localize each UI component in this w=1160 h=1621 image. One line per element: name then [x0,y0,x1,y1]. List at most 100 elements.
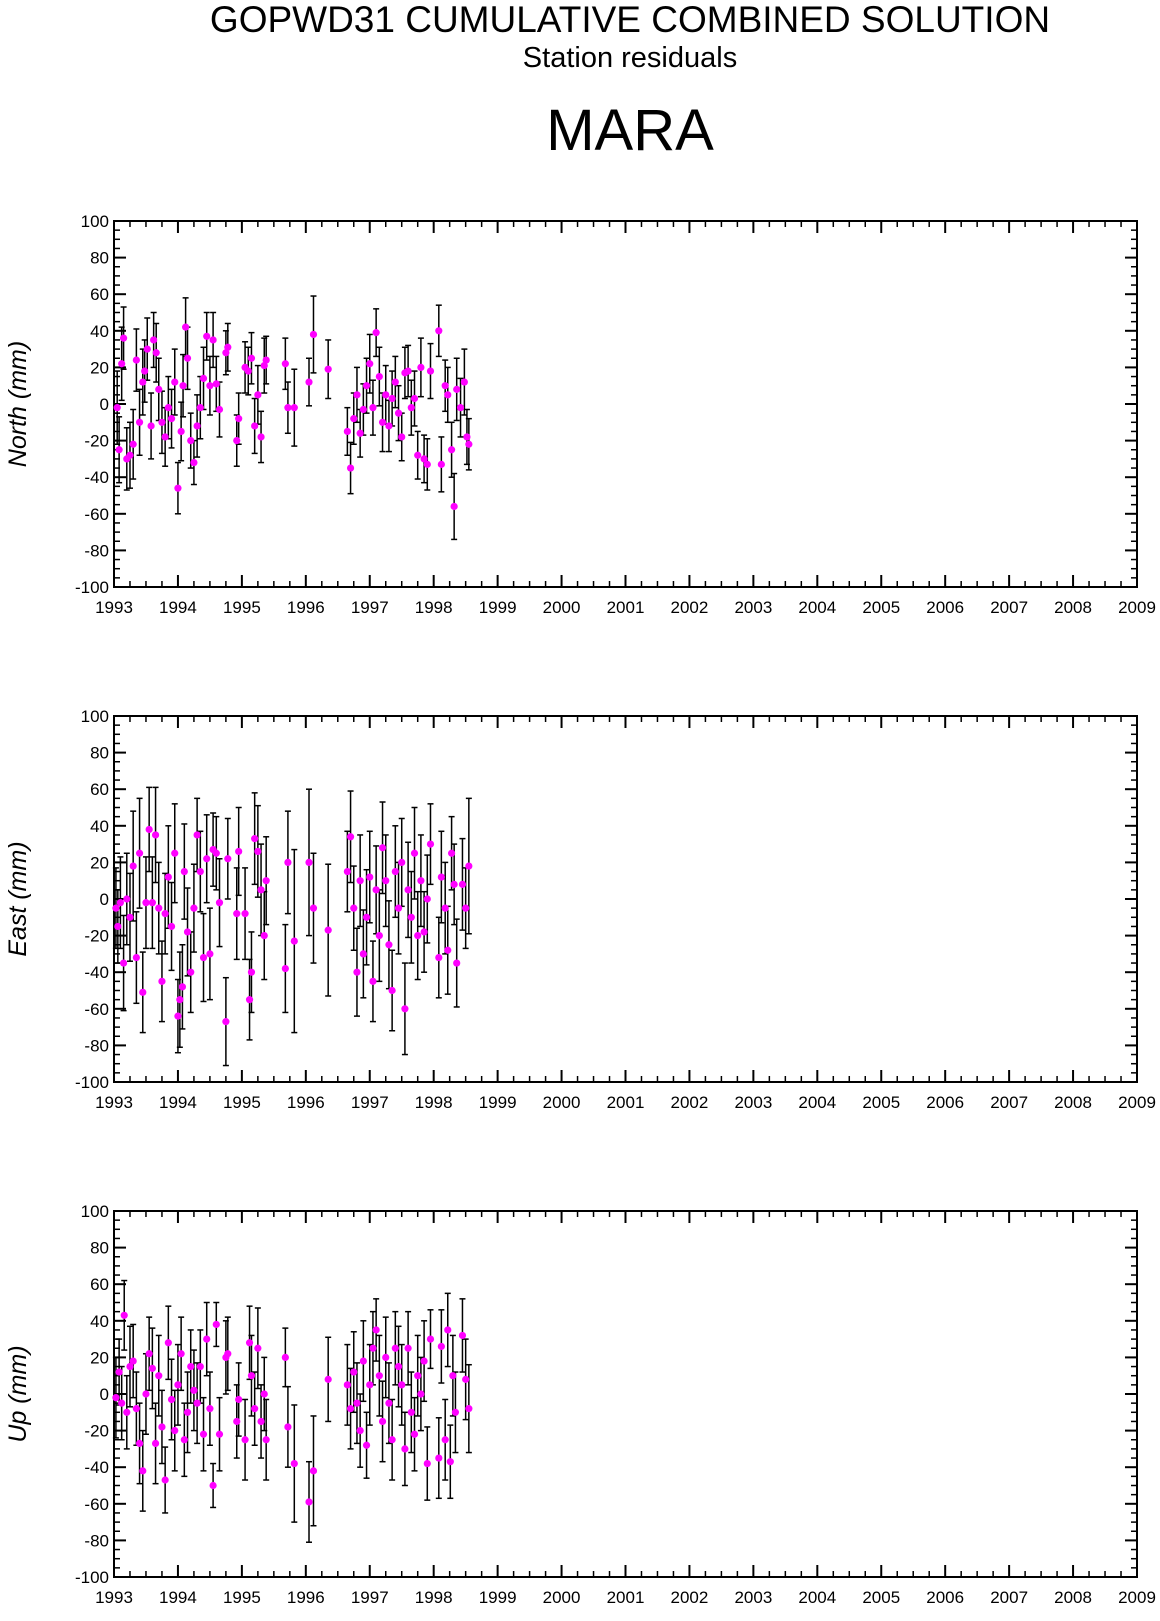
data-point [388,986,396,995]
y-tick-label: -40 [84,468,109,487]
data-point [129,1357,137,1365]
data-point [132,953,140,962]
y-tick-label: -20 [84,432,109,451]
y-tick-label: 100 [81,707,109,726]
data-point [151,831,160,839]
y-tick-label: 0 [100,395,109,414]
data-point [132,356,140,364]
x-tick-label: 2005 [862,598,900,617]
data-point [356,1427,364,1435]
data-point [369,404,377,412]
x-tick-label: 2005 [862,1588,900,1607]
x-tick-label: 1997 [351,1093,389,1112]
data-point [112,1394,120,1402]
data-point [401,1005,409,1013]
data-point [257,1417,265,1426]
data-point [126,913,134,921]
data-point [378,844,387,852]
data-point [441,904,449,912]
y-tick-label: -40 [84,963,109,982]
data-point [343,1381,351,1389]
data-point [444,946,452,954]
data-point [281,1353,289,1361]
y-tick-label: 80 [90,744,109,763]
data-point [449,1372,457,1380]
data-point [183,354,192,362]
x-tick-label: 1993 [95,1588,133,1607]
data-point [369,1344,377,1352]
data-point [362,382,371,390]
data-point [382,877,390,885]
data-point [350,1368,358,1376]
y-tick-label: 40 [90,817,109,836]
data-point [426,1335,435,1343]
data-point [187,968,195,976]
x-tick-label: 2000 [543,1588,581,1607]
data-point [187,437,195,445]
data-point [450,880,458,888]
data-point [224,343,232,351]
y-tick-label: 60 [90,285,109,304]
data-point [366,360,374,368]
data-point [462,1375,470,1383]
data-point [215,405,224,414]
data-point [193,1399,201,1407]
data-point [353,968,361,976]
data-point [375,932,383,940]
data-point [410,394,419,403]
data-point [135,1439,144,1448]
data-point [212,380,220,388]
data-point [155,904,163,912]
x-tick-label: 2001 [607,1588,645,1607]
data-point [372,329,380,337]
data-point [206,950,214,958]
y-tick-label: 60 [90,1275,109,1294]
data-point [222,349,230,357]
x-tick-label: 2003 [734,1093,772,1112]
data-point [139,1467,147,1475]
y-tick-label: 0 [100,890,109,909]
data-point [417,877,425,885]
data-point [235,1395,243,1404]
data-point [257,886,265,894]
data-point [212,1320,220,1329]
data-point [450,502,458,511]
data-point [458,1331,467,1340]
data-point [372,886,380,894]
x-tick-label: 1994 [159,1588,197,1607]
data-point [215,899,224,907]
data-point [254,391,262,399]
data-point [437,460,445,468]
data-point [385,941,393,949]
data-point [465,862,473,870]
y-tick-label: -60 [84,1495,109,1514]
x-tick-label: 2002 [671,1588,709,1607]
north-axis-label: North (mm) [4,341,32,467]
data-point [177,1350,185,1358]
data-point [420,1357,428,1365]
data-point [174,1012,182,1020]
x-tick-label: 2007 [990,1588,1028,1607]
data-point [324,926,332,934]
data-point [206,1405,214,1413]
data-point [167,415,176,423]
data-point [112,904,120,912]
data-point [435,953,443,962]
data-point [437,1342,445,1351]
data-point [284,404,292,412]
y-tick-label: -60 [84,1000,109,1019]
data-point [152,349,160,357]
data-point [426,367,435,375]
data-point [167,1395,176,1404]
data-point [394,409,403,417]
x-tick-label: 2002 [671,1093,709,1112]
data-point [224,1350,232,1358]
data-point [444,391,452,399]
data-point [251,1405,259,1413]
data-point [164,873,172,881]
data-point [187,1362,195,1371]
data-point [241,910,249,918]
data-point [161,910,169,918]
